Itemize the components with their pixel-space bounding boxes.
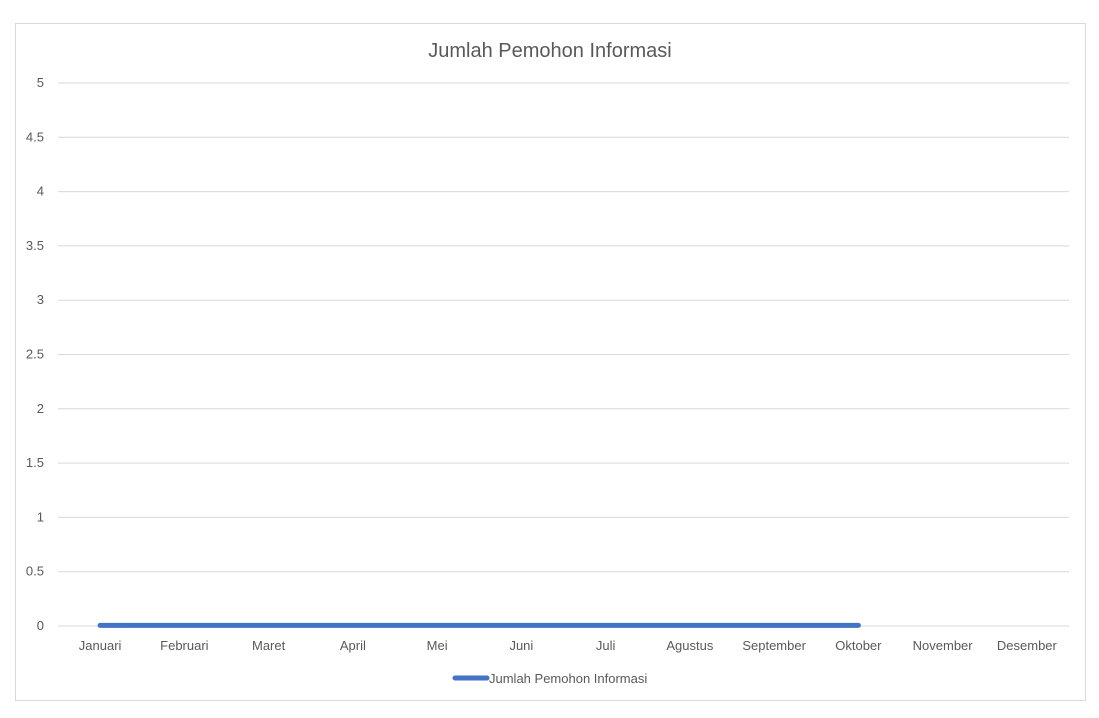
x-tick-label: Januari (79, 638, 122, 653)
y-tick-label: 0 (37, 618, 44, 633)
gridlines (58, 82, 1069, 627)
x-tick-label: Juli (596, 638, 616, 653)
x-axis-ticks: Januari Februari Maret April Mei Juni Juli Agus… (79, 638, 1058, 653)
x-tick-label: Februari (160, 638, 209, 653)
y-tick-label: 1.5 (26, 455, 44, 470)
chart-frame (15, 23, 1086, 701)
x-tick-label: September (742, 638, 806, 653)
legend-label: Jumlah Pemohon Informasi (489, 671, 647, 686)
x-tick-label: Maret (252, 638, 286, 653)
y-tick-label: 3 (37, 292, 44, 307)
x-tick-label: Juni (509, 638, 533, 653)
x-tick-label: April (340, 638, 366, 653)
x-tick-label: November (913, 638, 974, 653)
y-tick-label: 1 (37, 509, 44, 524)
x-tick-label: Mei (427, 638, 448, 653)
y-tick-label: 4 (37, 184, 44, 199)
x-tick-label: Agustus (666, 638, 713, 653)
y-tick-label: 3.5 (26, 238, 44, 253)
chart-title: Jumlah Pemohon Informasi (428, 40, 671, 62)
y-tick-label: 2 (37, 401, 44, 416)
x-tick-label: Desember (997, 638, 1058, 653)
y-axis-ticks: 0 0.5 1 1.5 2 2.5 3 3.5 4 4.5 5 (26, 75, 44, 633)
y-tick-label: 0.5 (26, 564, 44, 579)
y-tick-label: 2.5 (26, 347, 44, 362)
legend: Jumlah Pemohon Informasi (452, 671, 647, 686)
x-tick-label: Oktober (835, 638, 882, 653)
y-tick-label: 4.5 (26, 129, 44, 144)
y-tick-label: 5 (37, 75, 44, 90)
